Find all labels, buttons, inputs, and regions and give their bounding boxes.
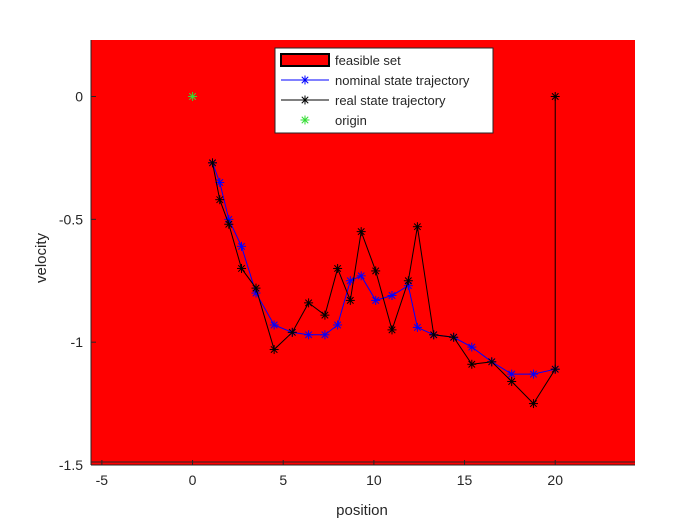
x-tick-label: 10 bbox=[366, 472, 382, 488]
data-point bbox=[550, 92, 560, 102]
data-point bbox=[528, 369, 538, 379]
data-point bbox=[304, 298, 314, 308]
data-point bbox=[269, 320, 279, 330]
y-tick-label: -1 bbox=[71, 334, 84, 350]
y-tick-label: -1.5 bbox=[59, 457, 83, 473]
legend-label: feasible set bbox=[335, 53, 401, 68]
x-tick-label: 20 bbox=[547, 472, 563, 488]
x-axis-label: position bbox=[336, 502, 388, 519]
series-origin bbox=[188, 92, 198, 102]
data-point bbox=[487, 357, 497, 367]
series-line bbox=[212, 96, 556, 405]
legend-marker bbox=[300, 115, 310, 125]
legend-marker bbox=[300, 95, 310, 105]
data-point bbox=[207, 158, 217, 168]
data-point bbox=[304, 330, 314, 340]
legend-label: nominal state trajectory bbox=[335, 73, 470, 88]
data-point bbox=[320, 310, 330, 320]
legend-marker bbox=[300, 75, 310, 85]
data-point bbox=[356, 271, 366, 281]
data-point bbox=[387, 325, 397, 335]
legend-label: origin bbox=[335, 113, 367, 128]
data-point bbox=[333, 320, 343, 330]
data-point bbox=[449, 332, 459, 342]
data-point bbox=[251, 283, 261, 293]
data-point bbox=[550, 364, 560, 374]
data-point bbox=[412, 322, 422, 332]
data-point bbox=[387, 290, 397, 300]
legend-swatch bbox=[280, 53, 330, 67]
x-tick-label: 15 bbox=[457, 472, 473, 488]
legend: feasible set nominal state trajectory real… bbox=[274, 47, 494, 134]
axes: -5 0 5 10 15 20 0 -0.5 -1 -1.5 bbox=[59, 40, 635, 488]
y-tick-label: -0.5 bbox=[59, 211, 83, 227]
data-point bbox=[467, 342, 477, 352]
data-point bbox=[215, 195, 225, 205]
data-point bbox=[287, 327, 297, 337]
legend-entry: nominal state trajectory bbox=[281, 73, 470, 88]
legend-entry: origin bbox=[300, 113, 367, 128]
data-point bbox=[320, 330, 330, 340]
data-point bbox=[429, 330, 439, 340]
data-point bbox=[371, 295, 381, 305]
data-point bbox=[467, 359, 477, 369]
data-point bbox=[237, 241, 247, 251]
data-point bbox=[333, 263, 343, 273]
data-point bbox=[403, 276, 413, 286]
x-tick-label: -5 bbox=[96, 472, 109, 488]
data-point bbox=[371, 266, 381, 276]
data-point bbox=[528, 399, 538, 409]
legend-entry: real state trajectory bbox=[281, 93, 446, 108]
data-point bbox=[188, 92, 198, 102]
data-point bbox=[269, 345, 279, 355]
data-point bbox=[345, 295, 355, 305]
x-tick-label: 5 bbox=[279, 472, 287, 488]
data-point bbox=[412, 222, 422, 232]
y-axis-label: velocity bbox=[33, 232, 50, 283]
legend-entry: feasible set bbox=[280, 53, 401, 68]
y-tick-label: 0 bbox=[75, 89, 83, 105]
data-point bbox=[356, 227, 366, 237]
data-point bbox=[507, 376, 517, 386]
x-tick-label: 0 bbox=[189, 472, 197, 488]
data-point bbox=[237, 263, 247, 273]
legend-label: real state trajectory bbox=[335, 93, 446, 108]
series-real-state-trajectory bbox=[207, 92, 560, 409]
data-point bbox=[224, 219, 234, 229]
